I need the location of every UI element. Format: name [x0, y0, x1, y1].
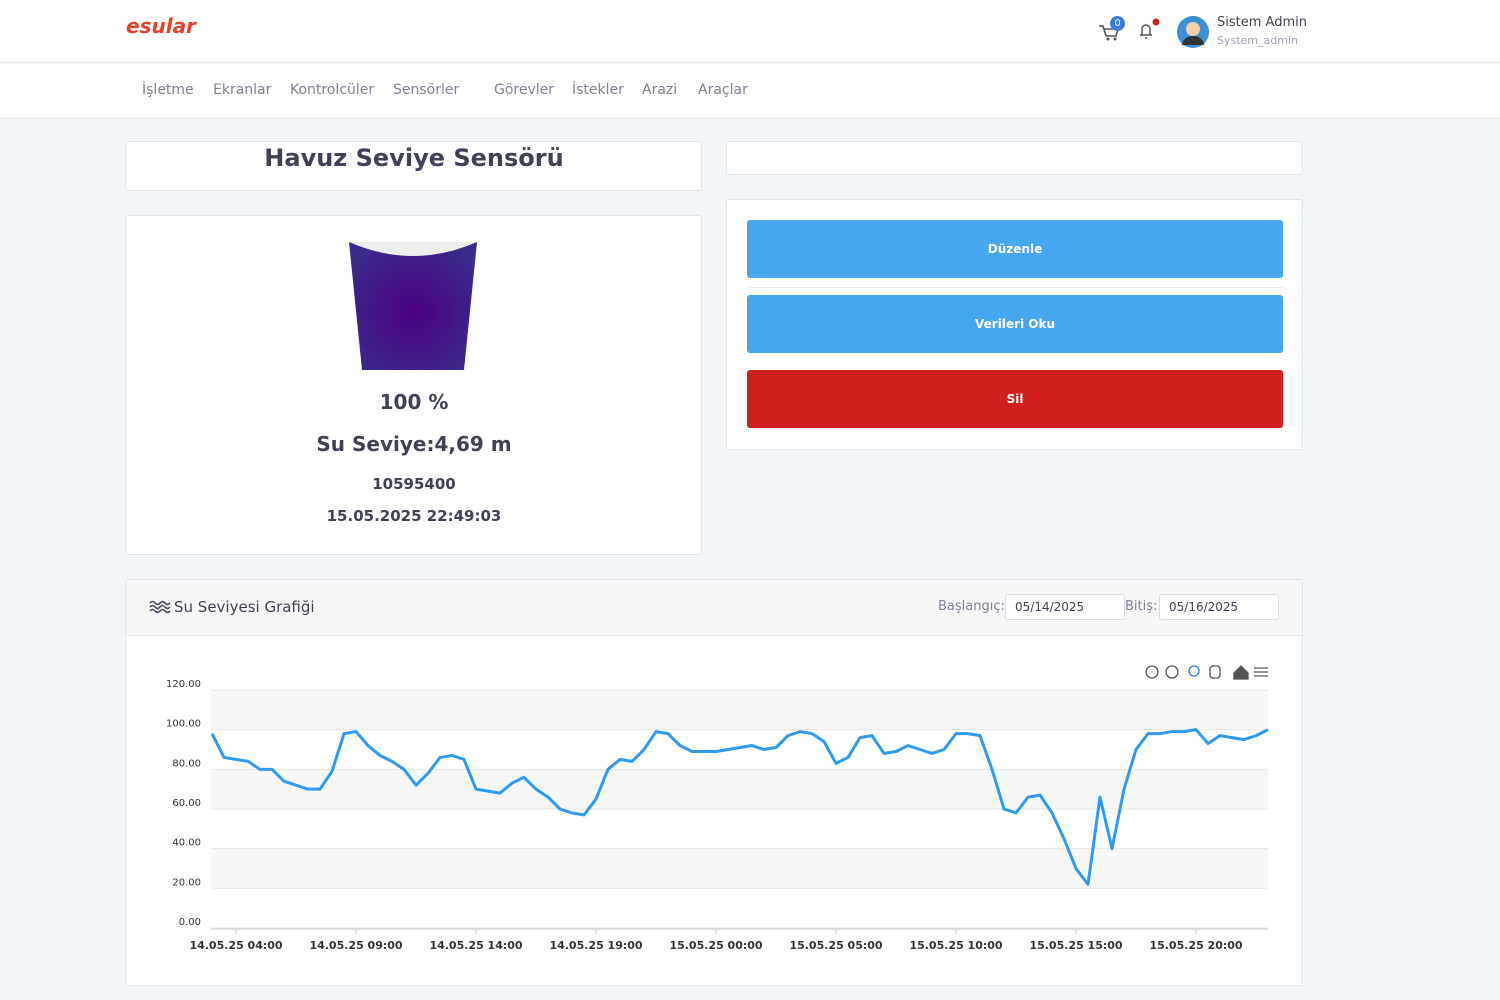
cart-badge: 0: [1110, 16, 1125, 31]
y-tick-label: 80.00: [172, 758, 201, 769]
grid-band: [211, 848, 1268, 889]
zoom-out-icon[interactable]: [1165, 665, 1179, 679]
y-tick-label: 0.00: [179, 917, 201, 928]
tank-surface: [349, 242, 477, 256]
avatar-face: [1186, 22, 1200, 36]
grid-band: [211, 690, 1268, 730]
zoom-icon[interactable]: [1188, 665, 1200, 677]
delete-button[interactable]: Sil: [747, 370, 1283, 428]
chart: 0.00 20.00 40.00 60.00 80.00 100.00 120.00 14.0…: [166, 665, 1269, 952]
zoom-in-icon[interactable]: [1145, 665, 1159, 679]
read-button[interactable]: Verileri Oku: [747, 295, 1283, 353]
x-tick-label: 14.05.25 09:00: [309, 939, 402, 952]
x-tick-label: 15.05.25 05:00: [789, 939, 882, 952]
nav-item[interactable]: Sensörler: [393, 82, 460, 98]
end-date[interactable]: 05/16/2025: [1159, 594, 1279, 620]
nav-item[interactable]: Araçlar: [698, 82, 748, 98]
series-line: [210, 728, 1269, 886]
cart-wheel: [1113, 37, 1117, 41]
start-label: Başlangıç:: [938, 599, 1005, 614]
y-tick-label: 40.00: [172, 838, 201, 849]
grid-band: [211, 769, 1268, 809]
sensor-title: Havuz Seviye Sensörü: [264, 144, 564, 172]
x-tick-label: 15.05.25 20:00: [1149, 939, 1242, 952]
chart-panel-title: Su Seviyesi Grafiği: [174, 598, 315, 616]
x-tick-label: 14.05.25 19:00: [549, 939, 642, 952]
title-card: [125, 141, 702, 191]
y-tick-label: 120.00: [166, 679, 201, 690]
bell-icon[interactable]: [1136, 18, 1164, 42]
user-role: System_admin: [1217, 34, 1298, 47]
x-tick-label: 15.05.25 15:00: [1029, 939, 1122, 952]
bell-dot: [1152, 18, 1160, 26]
home-icon[interactable]: [1233, 665, 1249, 680]
sensor-id: 10595400: [372, 475, 456, 493]
wave-shape: [149, 600, 171, 614]
toolbar: [1145, 665, 1268, 680]
bell-shape: [1140, 24, 1152, 39]
user-name[interactable]: Sistem Admin: [1217, 15, 1307, 30]
nav-item[interactable]: Kontrolcüler: [290, 82, 375, 98]
tank: [349, 242, 477, 370]
divider: [747, 287, 1283, 288]
tank-water: [349, 242, 477, 370]
pan-icon[interactable]: [1209, 665, 1221, 679]
sensor-level: Su Seviye:4,69 m: [316, 432, 512, 456]
logo[interactable]: esular: [126, 14, 196, 38]
start-date[interactable]: 05/14/2025: [1005, 594, 1125, 620]
y-tick-label: 20.00: [172, 877, 201, 888]
nav-item[interactable]: Ekranlar: [213, 82, 272, 98]
top-bar: [0, 0, 1500, 63]
sensor-timestamp: 15.05.2025 22:49:03: [326, 507, 502, 525]
empty-card: [726, 141, 1303, 175]
x-tick-label: 14.05.25 14:00: [429, 939, 522, 952]
wave-icon: [149, 600, 171, 614]
x-tick-label: 15.05.25 10:00: [909, 939, 1002, 952]
y-tick-label: 100.00: [166, 719, 201, 730]
x-tick-label: 14.05.25 04:00: [189, 939, 282, 952]
avatar-body: [1182, 36, 1204, 45]
edit-button[interactable]: Düzenle: [747, 220, 1283, 278]
avatar[interactable]: [1176, 15, 1210, 49]
nav-item[interactable]: Görevler: [494, 82, 555, 98]
end-label: Bitiş:: [1125, 599, 1158, 614]
y-tick-label: 60.00: [172, 798, 201, 809]
cart-wheel: [1106, 37, 1110, 41]
sensor-percent: 100 %: [379, 390, 449, 414]
nav-item[interactable]: Arazi: [642, 82, 678, 98]
nav-item[interactable]: İşletme: [142, 82, 194, 98]
nav-bar: [0, 64, 1500, 119]
nav-item[interactable]: İstekler: [572, 82, 624, 98]
menu-icon[interactable]: [1254, 667, 1268, 677]
x-tick-label: 15.05.25 00:00: [669, 939, 762, 952]
